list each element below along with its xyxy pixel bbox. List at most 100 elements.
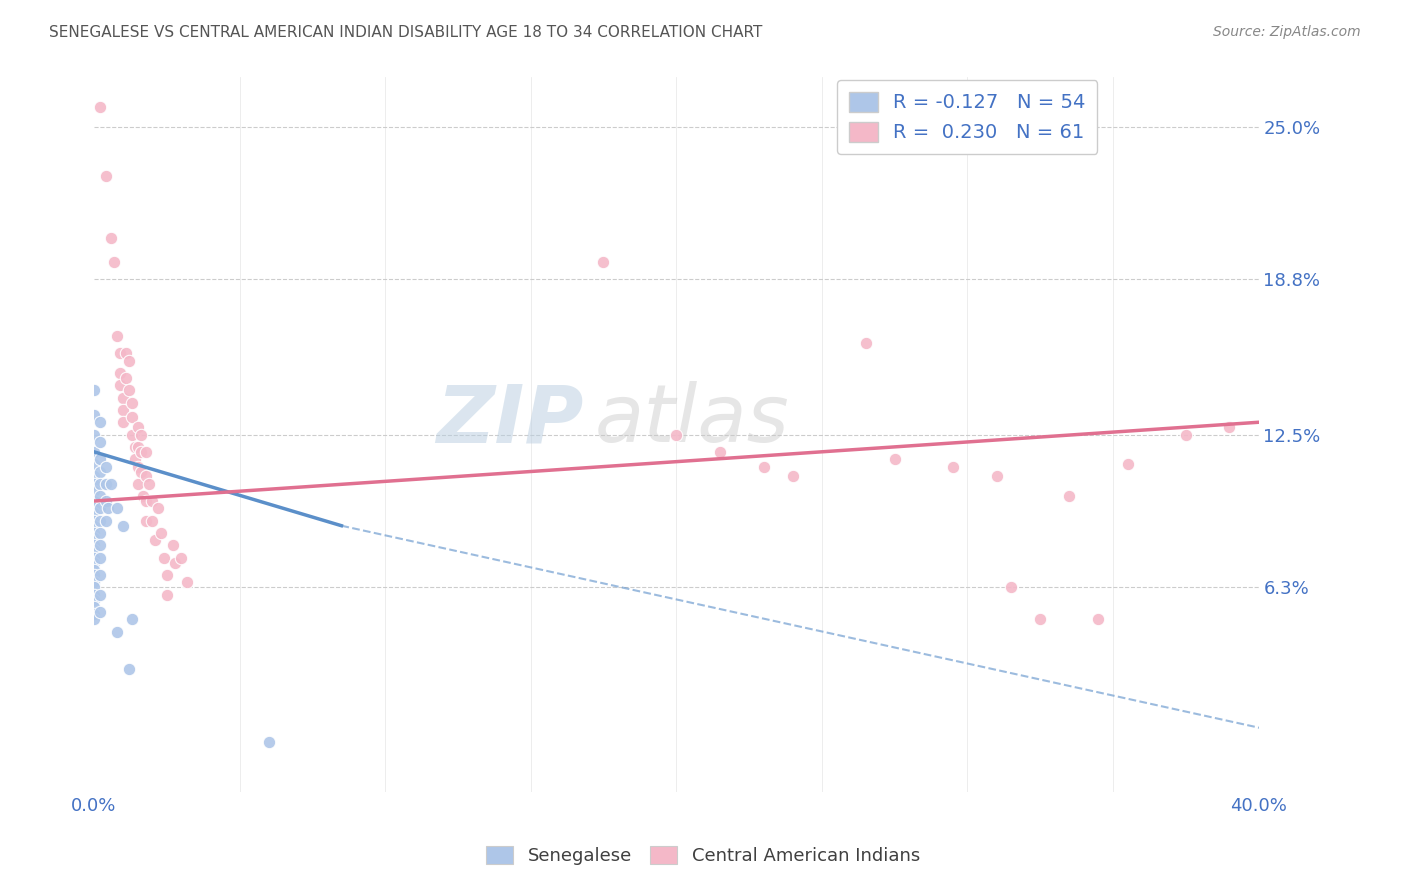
Point [105, 624, 128, 639]
Point [83, 494, 105, 508]
Point [83, 484, 105, 499]
Point [108, 366, 131, 380]
Point [1059, 489, 1081, 503]
Point [138, 476, 160, 491]
Point [94, 459, 117, 474]
Point [83, 563, 105, 577]
Text: ZIP: ZIP [436, 381, 583, 459]
Point [89, 476, 111, 491]
Point [149, 526, 172, 541]
Point [83, 476, 105, 491]
Point [141, 514, 163, 528]
Point [883, 452, 905, 467]
Point [89, 550, 111, 565]
Point [97, 501, 120, 516]
Point [129, 445, 152, 459]
Point [121, 612, 143, 626]
Point [83, 518, 105, 533]
Point [1174, 427, 1197, 442]
Point [112, 403, 135, 417]
Point [665, 427, 688, 442]
Point [83, 568, 105, 582]
Point [83, 526, 105, 541]
Point [89, 514, 111, 528]
Point [118, 353, 141, 368]
Point [83, 543, 105, 558]
Point [83, 588, 105, 602]
Point [942, 459, 965, 474]
Point [89, 489, 111, 503]
Point [135, 445, 157, 459]
Point [89, 465, 111, 479]
Point [83, 612, 105, 626]
Point [89, 100, 111, 114]
Point [127, 440, 149, 454]
Point [83, 550, 105, 565]
Point [986, 469, 1008, 483]
Point [782, 469, 804, 483]
Point [83, 580, 105, 594]
Point [1116, 457, 1139, 471]
Point [89, 568, 111, 582]
Point [855, 336, 877, 351]
Point [83, 531, 105, 545]
Point [257, 735, 280, 749]
Point [83, 383, 105, 397]
Point [89, 588, 111, 602]
Point [129, 427, 152, 442]
Text: SENEGALESE VS CENTRAL AMERICAN INDIAN DISABILITY AGE 18 TO 34 CORRELATION CHART: SENEGALESE VS CENTRAL AMERICAN INDIAN DI… [49, 25, 762, 40]
Point [121, 427, 143, 442]
Point [141, 494, 163, 508]
Point [105, 501, 128, 516]
Point [121, 410, 143, 425]
Point [83, 408, 105, 422]
Point [1000, 580, 1022, 594]
Point [143, 533, 166, 548]
Point [165, 556, 187, 570]
Point [115, 346, 138, 360]
Point [83, 514, 105, 528]
Point [118, 383, 141, 397]
Point [162, 538, 184, 552]
Text: atlas: atlas [595, 381, 790, 459]
Point [94, 476, 117, 491]
Point [94, 494, 117, 508]
Point [156, 568, 179, 582]
Point [156, 588, 179, 602]
Point [94, 514, 117, 528]
Text: Source: ZipAtlas.com: Source: ZipAtlas.com [1213, 25, 1361, 39]
Point [83, 538, 105, 552]
Point [89, 605, 111, 619]
Point [103, 255, 125, 269]
Point [592, 255, 614, 269]
Point [89, 415, 111, 429]
Point [124, 440, 146, 454]
Point [135, 494, 157, 508]
Point [89, 434, 111, 449]
Point [1218, 420, 1240, 434]
Point [83, 607, 105, 622]
Point [121, 395, 143, 409]
Legend: Senegalese, Central American Indians: Senegalese, Central American Indians [479, 838, 927, 872]
Point [83, 592, 105, 607]
Point [112, 518, 135, 533]
Point [146, 501, 169, 516]
Point [118, 661, 141, 675]
Point [115, 371, 138, 385]
Point [1087, 612, 1109, 626]
Point [89, 501, 111, 516]
Point [100, 230, 122, 244]
Point [89, 526, 111, 541]
Point [105, 329, 128, 343]
Point [709, 445, 731, 459]
Point [176, 575, 198, 590]
Legend: R = -0.127   N = 54, R =  0.230   N = 61: R = -0.127 N = 54, R = 0.230 N = 61 [837, 80, 1098, 154]
Point [170, 550, 193, 565]
Point [100, 476, 122, 491]
Point [124, 452, 146, 467]
Point [83, 501, 105, 516]
Point [89, 452, 111, 467]
Point [752, 459, 775, 474]
Point [83, 457, 105, 471]
Point [112, 391, 135, 405]
